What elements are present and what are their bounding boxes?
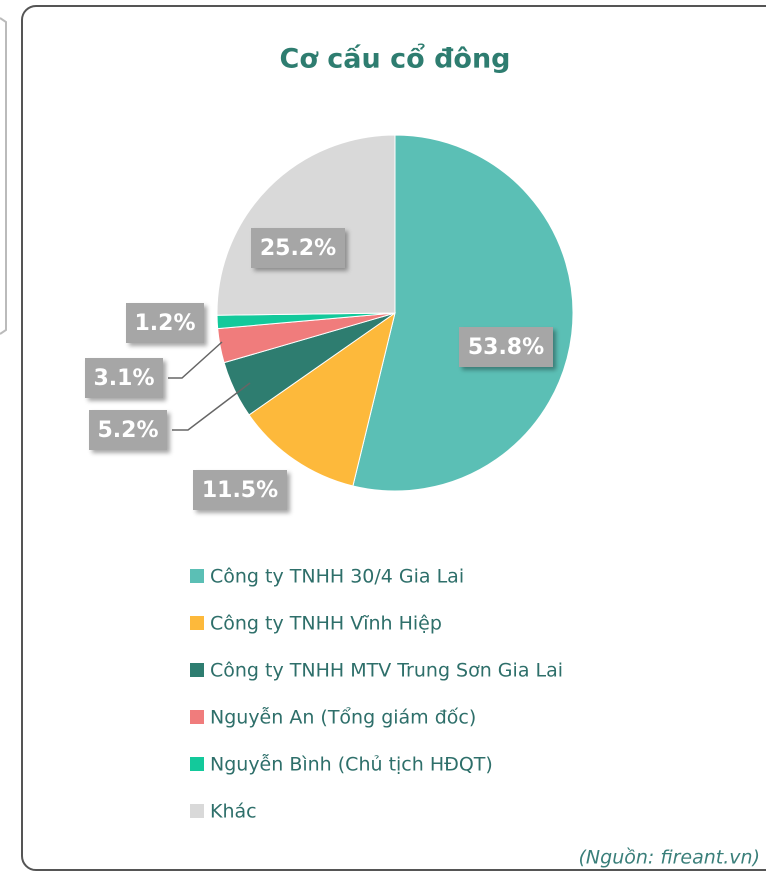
legend-swatch: [190, 710, 204, 724]
legend-swatch: [190, 569, 204, 583]
label-box: [193, 470, 287, 510]
legend-label: Công ty TNHH Vĩnh Hiệp: [210, 613, 442, 635]
label-box: [89, 410, 167, 450]
pie-slice: [216, 134, 396, 316]
data-label: 5.2%: [97, 418, 158, 443]
legend-label: Công ty TNHH MTV Trung Sơn Gia Lai: [210, 660, 563, 682]
pie-slice: [352, 134, 574, 492]
pie-slice: [248, 311, 396, 487]
legend-swatch: [190, 616, 204, 630]
source: (Nguồn: fireant.vn): [579, 847, 760, 869]
data-label: 3.1%: [93, 366, 154, 391]
legend-swatch: [190, 663, 204, 677]
legend-label: Nguyễn An (Tổng giám đốc): [210, 706, 476, 729]
data-label: 25.2%: [260, 236, 336, 261]
legend-swatch: [190, 757, 204, 771]
side-edge: [0, 17, 7, 335]
data-label: 11.5%: [202, 478, 278, 503]
chart-title: Cơ cấu cổ đông: [280, 42, 511, 75]
label-box: [251, 228, 345, 268]
label-box: [126, 303, 204, 343]
label-box: [459, 327, 553, 367]
leader-line: [168, 341, 223, 379]
leader-line: [172, 382, 251, 431]
data-label: 53.8%: [468, 335, 544, 360]
legend-label: Khác: [210, 801, 257, 823]
label-box: [85, 358, 163, 398]
data-label: 1.2%: [134, 311, 195, 336]
legend-label: Công ty TNHH 30/4 Gia Lai: [210, 566, 464, 588]
legend-label: Nguyễn Bình (Chủ tịch HĐQT): [210, 753, 493, 776]
legend-swatch: [190, 804, 204, 818]
